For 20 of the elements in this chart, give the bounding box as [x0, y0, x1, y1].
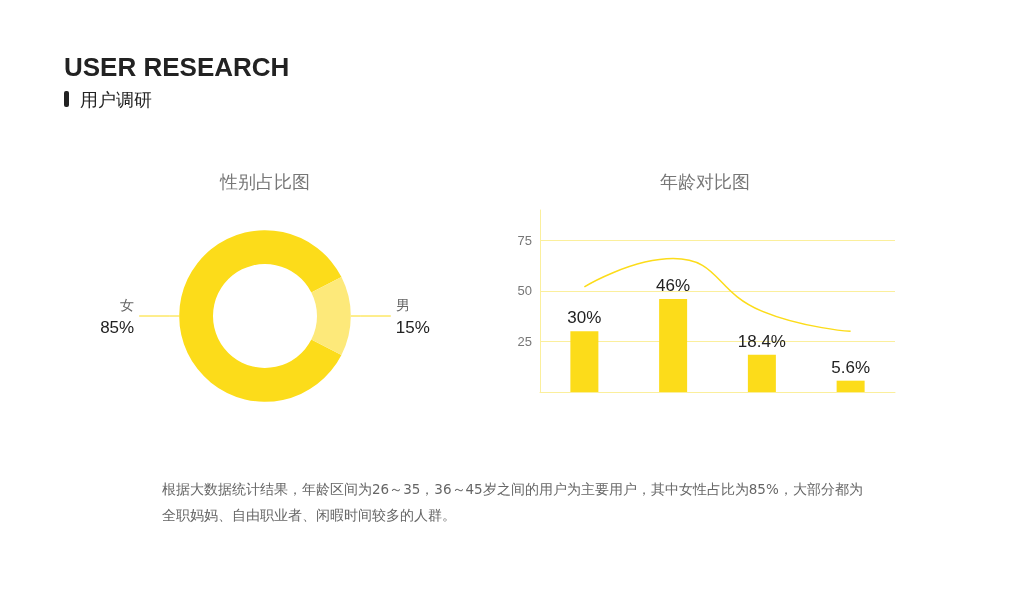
bar — [659, 298, 688, 392]
data-label: 85% — [100, 317, 135, 337]
text: 根据大数据统计结果，年龄区间为26～35，36～45岁之间的用户为主要用户，其中女性占比为85%，大部分都为全职妈妈、自由职业者、闲暇时间较多的人群。 — [162, 480, 864, 525]
chart-title: 性别占比图 — [219, 172, 310, 192]
y-tick-label: 25 — [517, 333, 532, 349]
y-tick-label: 75 — [517, 232, 532, 248]
y-tick-label: 50 — [517, 283, 532, 299]
text: USER RESEARCH — [64, 52, 290, 83]
bar — [570, 331, 599, 392]
bar — [747, 354, 776, 392]
slice-label: 男 — [395, 297, 410, 313]
data-label: 46% — [656, 275, 691, 295]
data-label: 15% — [395, 317, 430, 337]
data-label: 5.6% — [831, 357, 870, 377]
bar — [836, 380, 865, 392]
data-label: 18.4% — [737, 331, 786, 351]
text: 用户调研 — [80, 88, 152, 112]
chart-title: 年龄对比图 — [660, 172, 750, 192]
slice-label: 女 — [120, 297, 135, 313]
data-label: 30% — [567, 308, 602, 328]
